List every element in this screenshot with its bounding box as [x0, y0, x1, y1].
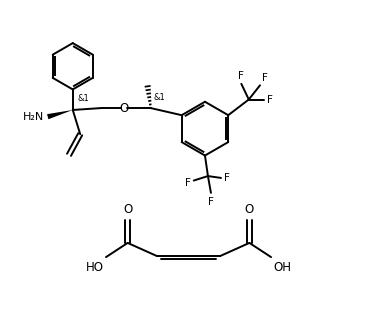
Text: F: F: [208, 197, 214, 207]
Text: &1: &1: [154, 93, 165, 102]
Text: O: O: [245, 203, 254, 216]
Text: O: O: [123, 203, 132, 216]
Text: HO: HO: [86, 261, 104, 274]
Text: H₂N: H₂N: [23, 112, 44, 122]
Polygon shape: [47, 110, 73, 119]
Text: F: F: [262, 73, 268, 83]
Text: F: F: [185, 178, 191, 188]
Text: F: F: [267, 95, 273, 105]
Text: F: F: [224, 173, 230, 183]
Text: O: O: [119, 102, 129, 115]
Text: &1: &1: [77, 94, 89, 103]
Text: OH: OH: [273, 261, 291, 274]
Text: F: F: [238, 71, 244, 81]
